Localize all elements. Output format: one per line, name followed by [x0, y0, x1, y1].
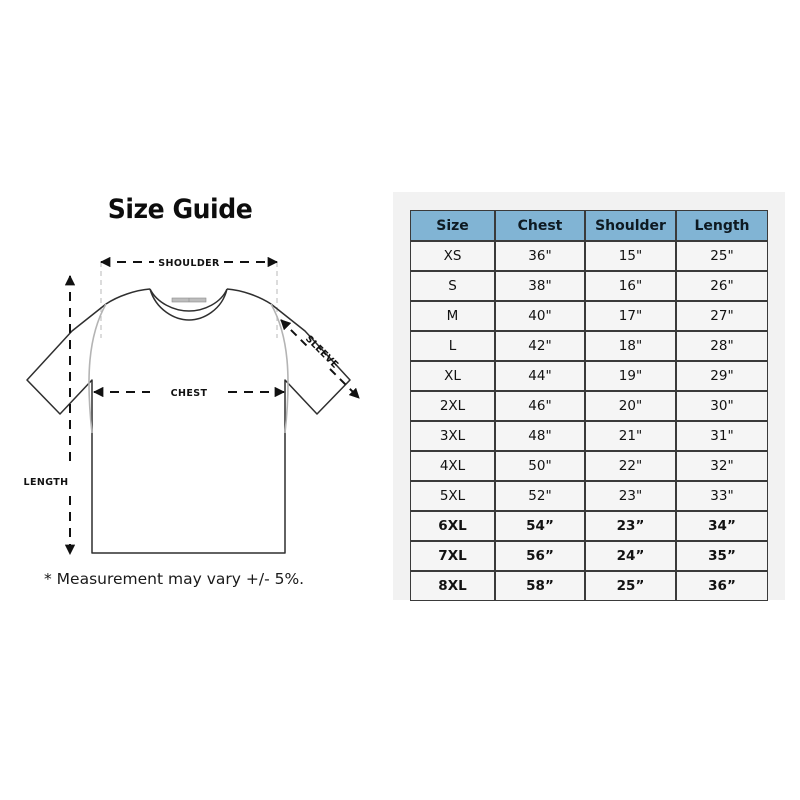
cell-size: L	[410, 331, 495, 361]
chest-label: CHEST	[171, 388, 208, 399]
cell-chest: 46"	[495, 391, 585, 421]
cell-shoulder: 25”	[585, 571, 676, 601]
cell-size: XS	[410, 241, 495, 271]
cell-size: 7XL	[410, 541, 495, 571]
cell-chest: 56”	[495, 541, 585, 571]
size-guide-diagram-panel: Size Guide	[0, 180, 390, 600]
tshirt-outline	[26, 288, 351, 554]
cell-shoulder: 17"	[585, 301, 676, 331]
cell-length: 34”	[676, 511, 768, 541]
cell-size: 5XL	[410, 481, 495, 511]
cell-size: 6XL	[410, 511, 495, 541]
cell-size: 8XL	[410, 571, 495, 601]
cell-shoulder: 23”	[585, 511, 676, 541]
table-row: 5XL 52" 23" 33"	[410, 481, 768, 511]
column-header-chest: Chest	[495, 210, 585, 241]
table-row: 2XL 46" 20" 30"	[410, 391, 768, 421]
sleeve-label: SLEEVE	[303, 333, 341, 371]
size-table-panel: Size Chest Shoulder Length XS 36" 15" 25" S 3…	[393, 192, 785, 601]
cell-chest: 44"	[495, 361, 585, 391]
cell-length: 26"	[676, 271, 768, 301]
cell-chest: 52"	[495, 481, 585, 511]
cell-length: 28"	[676, 331, 768, 361]
cell-shoulder: 18"	[585, 331, 676, 361]
cell-chest: 42"	[495, 331, 585, 361]
cell-length: 27"	[676, 301, 768, 331]
cell-size: 2XL	[410, 391, 495, 421]
sleeve-dimension: SLEEVE	[280, 319, 360, 399]
cell-size: M	[410, 301, 495, 331]
cell-size: 3XL	[410, 421, 495, 451]
cell-size: 4XL	[410, 451, 495, 481]
collar-label-tag	[171, 297, 207, 303]
cell-length: 36”	[676, 571, 768, 601]
page-title: Size Guide	[107, 194, 253, 225]
column-header-size: Size	[410, 210, 495, 241]
table-row: S 38" 16" 26"	[410, 271, 768, 301]
cell-length: 31"	[676, 421, 768, 451]
shoulder-guide-lines	[100, 262, 278, 338]
cell-chest: 40"	[495, 301, 585, 331]
shoulder-label: SHOULDER	[158, 258, 220, 269]
chest-dimension: CHEST	[92, 386, 286, 399]
cell-length: 25"	[676, 241, 768, 271]
cell-length: 29"	[676, 361, 768, 391]
cell-shoulder: 15"	[585, 241, 676, 271]
cell-length: 33"	[676, 481, 768, 511]
table-row: 6XL 54” 23” 34”	[410, 511, 768, 541]
table-row: 8XL 58” 25” 36”	[410, 571, 768, 601]
cell-length: 30"	[676, 391, 768, 421]
cell-length: 32"	[676, 451, 768, 481]
cell-shoulder: 23"	[585, 481, 676, 511]
cell-shoulder: 20"	[585, 391, 676, 421]
measurement-disclaimer: * Measurement may vary +/- 5%.	[44, 570, 305, 588]
column-header-shoulder: Shoulder	[585, 210, 676, 241]
cell-chest: 38"	[495, 271, 585, 301]
size-table-body: XS 36" 15" 25" S 38" 16" 26" M 40" 17" 27" L 42" 18" 28…	[410, 241, 768, 601]
table-row: XS 36" 15" 25"	[410, 241, 768, 271]
shoulder-dimension: SHOULDER	[99, 256, 279, 269]
cell-chest: 36"	[495, 241, 585, 271]
size-table: Size Chest Shoulder Length XS 36" 15" 25" S 3…	[410, 210, 768, 601]
table-header-row: Size Chest Shoulder Length	[410, 210, 768, 241]
table-row: L 42" 18" 28"	[410, 331, 768, 361]
cell-shoulder: 16"	[585, 271, 676, 301]
cell-length: 35”	[676, 541, 768, 571]
table-row: M 40" 17" 27"	[410, 301, 768, 331]
cell-size: XL	[410, 361, 495, 391]
length-dimension: LENGTH	[24, 274, 76, 556]
table-row: XL 44" 19" 29"	[410, 361, 768, 391]
tshirt-diagram: SHOULDER SLEEVE CHEST LENGTH	[24, 256, 360, 556]
length-label: LENGTH	[24, 477, 69, 488]
cell-chest: 58”	[495, 571, 585, 601]
cell-shoulder: 24”	[585, 541, 676, 571]
cell-chest: 50"	[495, 451, 585, 481]
armhole-seams	[88, 303, 289, 434]
table-row: 3XL 48" 21" 31"	[410, 421, 768, 451]
cell-size: S	[410, 271, 495, 301]
column-header-length: Length	[676, 210, 768, 241]
table-row: 4XL 50" 22" 32"	[410, 451, 768, 481]
cell-chest: 48"	[495, 421, 585, 451]
cell-shoulder: 21"	[585, 421, 676, 451]
cell-chest: 54”	[495, 511, 585, 541]
cell-shoulder: 22"	[585, 451, 676, 481]
cell-shoulder: 19"	[585, 361, 676, 391]
table-row: 7XL 56” 24” 35”	[410, 541, 768, 571]
